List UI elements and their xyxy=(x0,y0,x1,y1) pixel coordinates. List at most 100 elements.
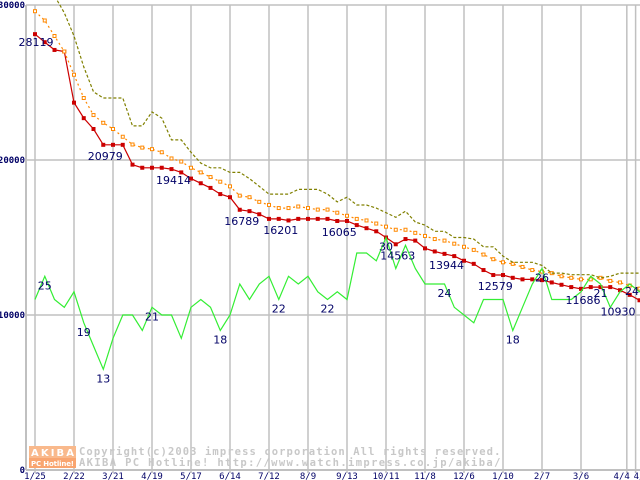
point-price xyxy=(315,216,320,221)
point-price xyxy=(618,288,622,293)
point-average xyxy=(364,218,369,223)
point-average xyxy=(130,142,135,147)
point-price xyxy=(81,116,86,121)
point-price xyxy=(247,209,252,214)
point-price xyxy=(306,216,310,221)
point-price xyxy=(52,47,57,52)
point-average xyxy=(189,165,193,170)
x-tick-label: 1/10 xyxy=(492,472,514,480)
point-price xyxy=(237,207,242,212)
point-price xyxy=(267,216,271,221)
point-price xyxy=(540,278,544,283)
point-price xyxy=(520,277,525,282)
point-average xyxy=(276,206,281,211)
point-average xyxy=(52,34,57,38)
data-label: 20979 xyxy=(88,150,123,163)
point-average xyxy=(423,233,427,238)
point-average xyxy=(354,216,359,221)
point-average xyxy=(208,175,213,180)
data-label: 24 xyxy=(625,285,639,298)
point-average xyxy=(296,204,301,209)
point-average xyxy=(101,120,106,125)
y-tick-label: 20000 xyxy=(0,156,25,166)
data-label: 16789 xyxy=(224,215,259,228)
point-average xyxy=(442,238,447,243)
point-average xyxy=(120,134,125,139)
point-average xyxy=(72,72,76,77)
point-average xyxy=(179,159,184,164)
point-average xyxy=(237,193,242,198)
y-tick-label: 30000 xyxy=(0,1,25,11)
data-label: 22 xyxy=(321,303,335,316)
point-price xyxy=(627,292,632,297)
point-average xyxy=(111,127,115,131)
point-average xyxy=(462,244,466,249)
point-average xyxy=(530,268,535,273)
point-price xyxy=(72,100,76,105)
point-average xyxy=(218,179,223,184)
point-price xyxy=(393,242,398,247)
point-price xyxy=(559,282,564,287)
point-price xyxy=(159,165,164,170)
point-price xyxy=(335,218,340,223)
y-tick-label: 10000 xyxy=(0,311,25,321)
point-average xyxy=(140,145,145,150)
series-line-shops xyxy=(34,235,640,372)
point-price xyxy=(120,142,125,147)
data-label: 25 xyxy=(38,279,52,292)
point-price xyxy=(257,212,262,217)
point-average xyxy=(393,227,398,232)
data-label: 19 xyxy=(77,326,91,339)
logo-top-bg xyxy=(29,446,76,458)
point-price xyxy=(140,165,145,170)
point-average xyxy=(169,156,174,161)
point-price xyxy=(423,246,427,251)
x-tick-label: 4/4 xyxy=(614,472,630,480)
x-tick-label: 11/8 xyxy=(414,472,436,480)
point-price xyxy=(598,285,603,290)
x-tick-label: 4/19 xyxy=(141,472,163,480)
series-line-average xyxy=(34,10,640,290)
point-price xyxy=(501,273,505,278)
point-price xyxy=(91,127,96,131)
point-price xyxy=(471,261,476,266)
data-label: 21 xyxy=(145,310,159,323)
point-average xyxy=(413,230,418,235)
point-average xyxy=(384,224,388,229)
point-average xyxy=(432,237,437,242)
point-price xyxy=(228,195,232,200)
x-tick-label: 3/21 xyxy=(102,472,124,480)
point-price xyxy=(549,280,554,285)
point-price xyxy=(354,223,359,228)
x-tick-label: 4/8 xyxy=(634,472,640,480)
point-average xyxy=(608,278,613,283)
x-tick-label: 2/22 xyxy=(63,472,85,480)
y-axis-ticks: 0 10000 20000 30000 xyxy=(0,1,25,476)
point-price xyxy=(608,285,613,290)
data-label: 24 xyxy=(438,287,452,300)
point-price xyxy=(101,142,106,147)
data-label: 30 xyxy=(379,241,393,254)
x-tick-label: 1/25 xyxy=(24,472,46,480)
copyright-text: Copyright(c)2003 impress corporation All… xyxy=(79,446,502,458)
data-label: 13944 xyxy=(429,259,464,272)
site-url-text: AKIBA PC Hotline! http://www.watch.impre… xyxy=(79,457,502,469)
x-tick-label: 12/6 xyxy=(453,472,475,480)
point-price xyxy=(569,285,574,290)
y-tick-label: 0 xyxy=(20,466,25,476)
point-price xyxy=(481,268,486,273)
point-price xyxy=(130,162,135,167)
point-price xyxy=(208,185,213,190)
grid-lines xyxy=(25,4,640,473)
point-price xyxy=(364,226,369,231)
data-label: 21 xyxy=(594,287,608,300)
x-tick-label: 3/6 xyxy=(573,472,589,480)
point-average xyxy=(501,260,505,265)
series-line-price xyxy=(34,33,640,301)
point-price xyxy=(325,216,330,221)
x-tick-label: 10/11 xyxy=(372,472,399,480)
point-price xyxy=(510,275,515,280)
data-label: 10930 xyxy=(601,306,636,319)
data-label: 19414 xyxy=(156,174,191,187)
